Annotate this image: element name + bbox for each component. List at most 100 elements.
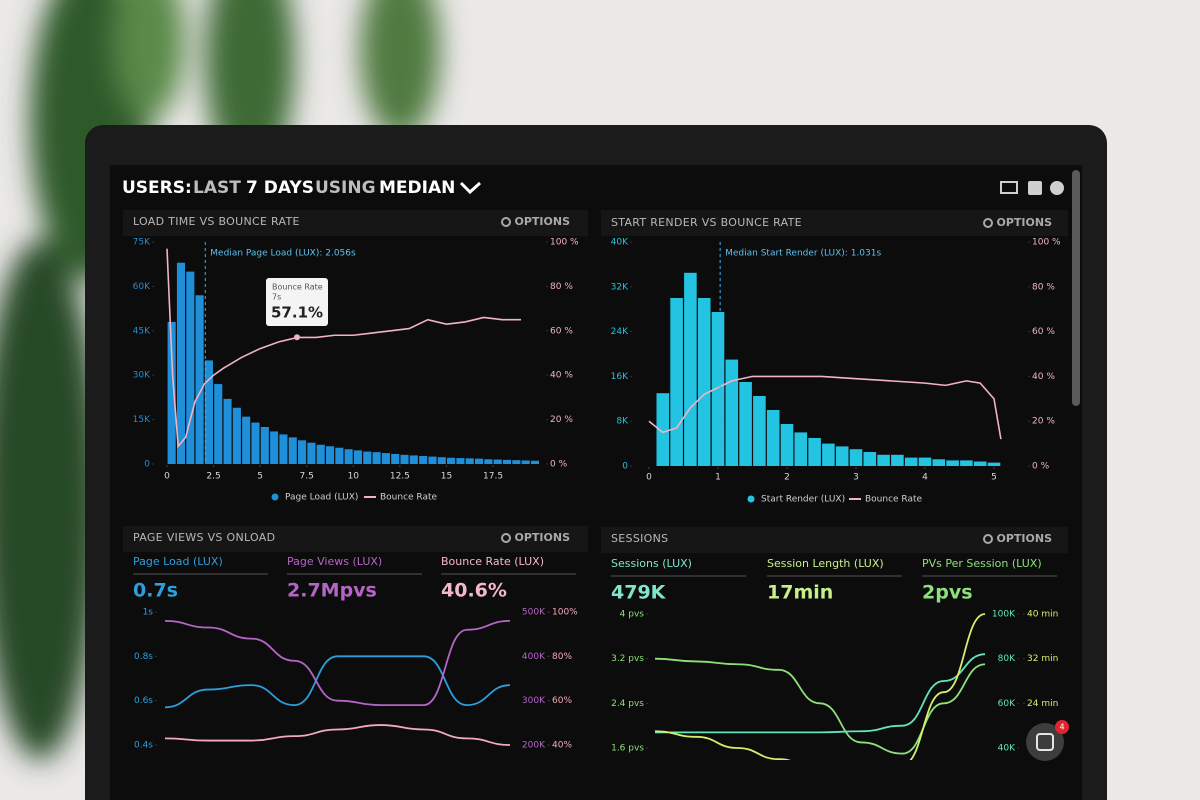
histogram-bar bbox=[725, 359, 739, 466]
histogram-bar bbox=[437, 457, 446, 464]
monitor-icon[interactable] bbox=[1000, 181, 1018, 194]
help-icon[interactable] bbox=[1050, 181, 1064, 195]
panel-title: PAGE VIEWS VS ONLOAD bbox=[133, 531, 275, 544]
y2-tick-label: 60 % bbox=[1032, 327, 1055, 337]
panel-title: SESSIONS bbox=[611, 532, 668, 545]
line-plot bbox=[165, 619, 510, 746]
histogram-bar bbox=[530, 460, 539, 464]
share-icon[interactable] bbox=[1028, 181, 1042, 195]
y-tick-label: 4 pvs bbox=[620, 610, 645, 620]
x-tick-label: 0 bbox=[646, 473, 652, 483]
kpi-label: Sessions (LUX) bbox=[611, 557, 692, 570]
y-tick-label: 0.4s bbox=[134, 741, 153, 751]
histogram-bar bbox=[849, 449, 863, 466]
y-tick-label: 45K bbox=[133, 326, 151, 336]
y-tick-label: 40K bbox=[611, 238, 629, 248]
histogram-bar bbox=[891, 454, 904, 466]
x-tick-label: 1 bbox=[715, 473, 721, 483]
y2-tick-label: 60 % bbox=[550, 326, 573, 336]
chat-button[interactable] bbox=[1026, 723, 1064, 761]
kpi-value: 479K bbox=[611, 582, 667, 604]
histogram-bar bbox=[167, 321, 176, 464]
histogram-bar bbox=[960, 460, 973, 466]
histogram-bar bbox=[465, 458, 474, 464]
dropdown-chevron[interactable] bbox=[459, 181, 482, 195]
y2-tick-label: 0 % bbox=[1032, 462, 1050, 472]
options-button[interactable]: OPTIONS bbox=[997, 216, 1053, 229]
chat-badge-count: 4 bbox=[1059, 723, 1064, 732]
options-button[interactable]: OPTIONS bbox=[997, 532, 1053, 545]
legend-label[interactable]: Page Load (LUX) bbox=[285, 493, 358, 503]
kpi-label: Bounce Rate (LUX) bbox=[441, 555, 544, 568]
histogram-bar bbox=[946, 460, 959, 466]
panel-title: START RENDER VS BOUNCE RATE bbox=[611, 216, 802, 229]
kpi-label: Session Length (LUX) bbox=[767, 557, 884, 570]
histogram-bar bbox=[711, 312, 725, 466]
histogram-bar bbox=[877, 454, 890, 466]
kpi-value: 40.6% bbox=[441, 580, 507, 602]
y-tick-label: 1.6 pvs bbox=[611, 744, 644, 754]
y3-tick-label: 100% bbox=[552, 608, 578, 618]
kpi-value: 0.7s bbox=[133, 580, 178, 602]
y-tick-label: 2.4 pvs bbox=[611, 699, 644, 709]
panel-title: LOAD TIME VS BOUNCE RATE bbox=[133, 215, 300, 228]
histogram-bar bbox=[502, 459, 512, 464]
x-tick-label: 0 bbox=[164, 472, 170, 482]
y-tick-label: 30K bbox=[133, 371, 151, 381]
legend-label[interactable]: Start Render (LUX) bbox=[761, 495, 845, 505]
bounce-rate-line bbox=[166, 248, 521, 449]
header-icons bbox=[459, 181, 1064, 195]
histogram-bar bbox=[904, 457, 918, 466]
legend-swatch bbox=[271, 493, 279, 501]
options-button[interactable]: OPTIONS bbox=[515, 531, 571, 544]
y2-tick-label: 0 % bbox=[550, 460, 568, 470]
y-tick-label: 60K bbox=[133, 282, 151, 292]
histogram-bar bbox=[232, 407, 241, 464]
series-line bbox=[165, 724, 510, 746]
options-gear bbox=[983, 534, 993, 544]
bounce-rate-line bbox=[648, 375, 1002, 440]
x-tick-label: 5 bbox=[991, 473, 997, 483]
histogram-bar bbox=[307, 442, 316, 464]
histogram-bar bbox=[973, 461, 987, 466]
options-gear bbox=[501, 217, 511, 227]
legend-label[interactable]: Bounce Rate bbox=[380, 493, 438, 503]
histogram-bar bbox=[260, 427, 269, 464]
histogram-bar bbox=[270, 431, 279, 464]
histogram-bar bbox=[447, 457, 456, 464]
tooltip-x: 7s bbox=[272, 293, 281, 302]
histogram-bar bbox=[456, 458, 465, 464]
options-button[interactable]: OPTIONS bbox=[515, 215, 571, 228]
y2-tick-label: 40 % bbox=[1032, 372, 1055, 382]
histogram-bar bbox=[391, 453, 400, 464]
legend-label[interactable]: Bounce Rate bbox=[865, 495, 923, 505]
kpi-label: PVs Per Session (LUX) bbox=[922, 557, 1042, 570]
histogram-bar bbox=[400, 454, 409, 464]
legend-swatch bbox=[747, 495, 755, 503]
chat-widget[interactable]: 4 bbox=[1026, 720, 1069, 761]
header-title: USING bbox=[315, 178, 376, 198]
panel-header bbox=[601, 527, 1068, 553]
histogram-bar bbox=[835, 446, 849, 466]
histogram-bar bbox=[251, 422, 260, 464]
x-tick-label: 5 bbox=[257, 472, 263, 482]
scrollbar[interactable] bbox=[1072, 170, 1080, 406]
options-gear bbox=[501, 533, 511, 543]
y-tick-label: 75K bbox=[133, 238, 151, 248]
x-tick-label: 2.5 bbox=[206, 472, 220, 482]
tooltip-point bbox=[294, 334, 300, 341]
histogram-bar bbox=[288, 437, 297, 464]
histogram-bar bbox=[822, 443, 835, 466]
histogram-bar bbox=[794, 432, 808, 466]
kpi-value: 2.7Mpvs bbox=[287, 580, 377, 602]
header-title: MEDIAN bbox=[379, 178, 455, 198]
x-tick-label: 12.5 bbox=[390, 472, 410, 482]
histogram-bar bbox=[428, 456, 437, 464]
y-tick-label: 0.6s bbox=[134, 696, 153, 706]
y2-tick-label: 100 % bbox=[550, 238, 579, 248]
y2-tick-label: 100K bbox=[992, 610, 1016, 620]
y-tick-label: 0 bbox=[144, 460, 150, 470]
histogram-bar bbox=[932, 459, 946, 466]
